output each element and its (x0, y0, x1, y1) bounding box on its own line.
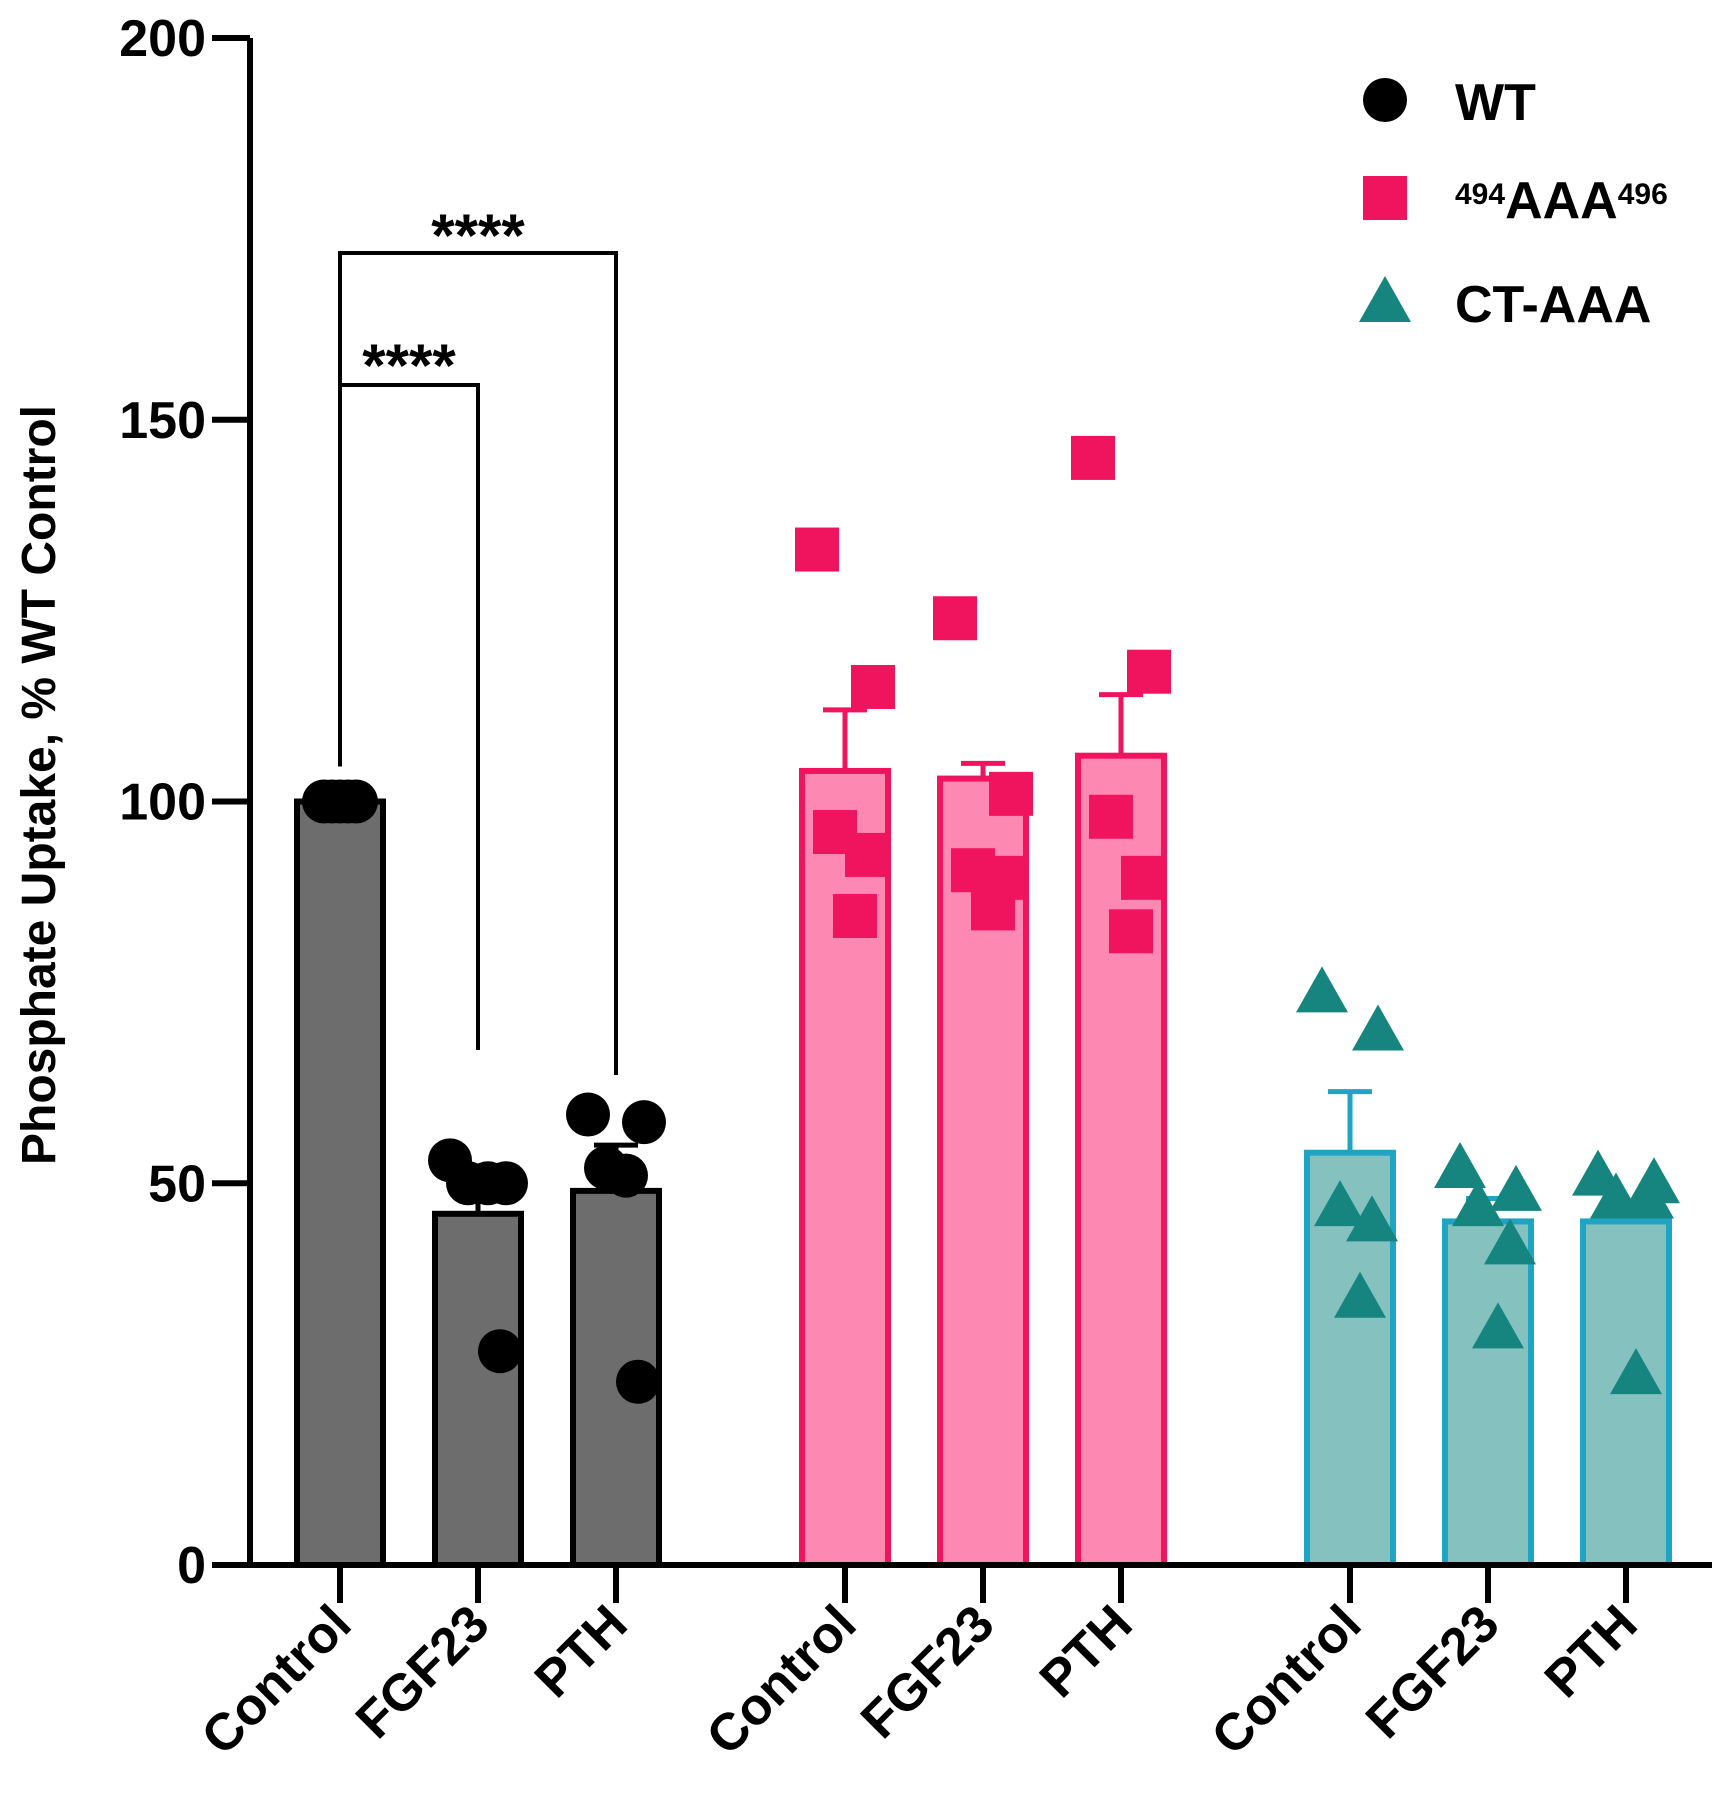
x-tick-label-fgf23-8: FGF23 (1355, 1594, 1510, 1749)
data-point-494aaa496-pth-4 (1121, 855, 1165, 900)
data-point-494aaa496-pth-5 (1109, 909, 1153, 954)
data-point-494aaa496-control-1 (795, 527, 839, 572)
data-point-wt-pth-2 (622, 1100, 666, 1145)
data-point-494aaa496-fgf23-1 (933, 596, 977, 641)
data-point-ct-aaa-pth-4 (1622, 1172, 1674, 1219)
data-point-wt-control-5 (334, 779, 378, 824)
legend-marker-494aaa496 (1363, 176, 1407, 220)
x-tick-label-fgf23-2: FGF23 (345, 1594, 500, 1749)
data-point-494aaa496-pth-3 (1089, 794, 1133, 839)
significance-label-2: **** (431, 202, 525, 269)
legend-marker-ct-aaa (1359, 276, 1411, 322)
data-point-wt-fgf23-5 (466, 1161, 510, 1206)
x-tick-label-fgf23-5: FGF23 (850, 1594, 1005, 1749)
data-point-ct-aaa-control-1 (1296, 966, 1348, 1013)
legend-label-494aaa496: 494AAA496 (1455, 172, 1668, 230)
data-point-wt-pth-4 (616, 1359, 660, 1404)
x-tick-label-control-1: Control (191, 1594, 363, 1766)
data-point-494aaa496-control-4 (845, 832, 889, 877)
legend-label-part: AAA (1505, 172, 1618, 230)
data-point-494aaa496-fgf23-2 (989, 771, 1033, 816)
bar-ct-aaa-fgf23 (1442, 1218, 1534, 1569)
data-point-494aaa496-pth-1 (1071, 435, 1115, 480)
data-point-ct-aaa-control-2 (1352, 1004, 1404, 1051)
data-point-ct-aaa-fgf23-4 (1484, 1218, 1536, 1265)
legend-marker-wt (1363, 78, 1407, 122)
x-tick-label-pth-6: PTH (1029, 1594, 1144, 1709)
legend-label-part: 494 (1455, 178, 1505, 211)
significance-bracket-2 (338, 251, 618, 1075)
x-tick-label-pth-3: PTH (524, 1594, 639, 1709)
data-point-wt-pth-5 (604, 1153, 648, 1198)
bar-494aaa496-control (799, 767, 891, 1568)
data-point-ct-aaa-fgf23-5 (1472, 1302, 1524, 1349)
data-point-494aaa496-fgf23-5 (971, 886, 1015, 931)
y-tick-label-150: 150 (119, 392, 206, 450)
significance-label-1: **** (362, 332, 456, 399)
legend-label-wt: WT (1455, 74, 1536, 132)
y-tick-label-100: 100 (119, 774, 206, 832)
data-point-wt-fgf23-4 (478, 1329, 522, 1374)
x-tick-label-control-4: Control (696, 1594, 868, 1766)
data-point-ct-aaa-control-3 (1314, 1180, 1366, 1227)
legend-label-part: 496 (1618, 178, 1668, 211)
data-point-494aaa496-control-5 (833, 894, 877, 939)
data-point-ct-aaa-pth-5 (1610, 1348, 1662, 1395)
y-tick-label-200: 200 (119, 10, 206, 68)
bar-wt-control (294, 798, 386, 1568)
data-point-wt-pth-1 (566, 1092, 610, 1137)
data-point-ct-aaa-fgf23-3 (1452, 1180, 1504, 1227)
data-point-494aaa496-control-2 (851, 664, 895, 709)
legend-label-ct-aaa: CT-AAA (1455, 276, 1651, 334)
error-bars-layer (456, 692, 1648, 1222)
legend: WT 494AAA496 CT-AAA (1359, 74, 1668, 334)
y-axis-label: Phosphate Uptake, % WT Control (13, 405, 66, 1165)
y-tick-label-50: 50 (148, 1155, 206, 1213)
data-point-494aaa496-pth-2 (1127, 649, 1171, 694)
x-tick-label-pth-9: PTH (1534, 1594, 1649, 1709)
data-point-ct-aaa-fgf23-1 (1434, 1141, 1486, 1188)
significance-layer: **** **** (338, 202, 618, 1075)
y-tick-label-0: 0 (177, 1537, 206, 1595)
data-point-ct-aaa-control-5 (1334, 1271, 1386, 1318)
data-point-ct-aaa-fgf23-2 (1490, 1164, 1542, 1211)
x-tick-label-control-7: Control (1201, 1594, 1373, 1766)
data-points-layer (302, 435, 1680, 1404)
data-point-ct-aaa-control-4 (1346, 1195, 1398, 1242)
bar-wt-fgf23 (432, 1210, 524, 1569)
